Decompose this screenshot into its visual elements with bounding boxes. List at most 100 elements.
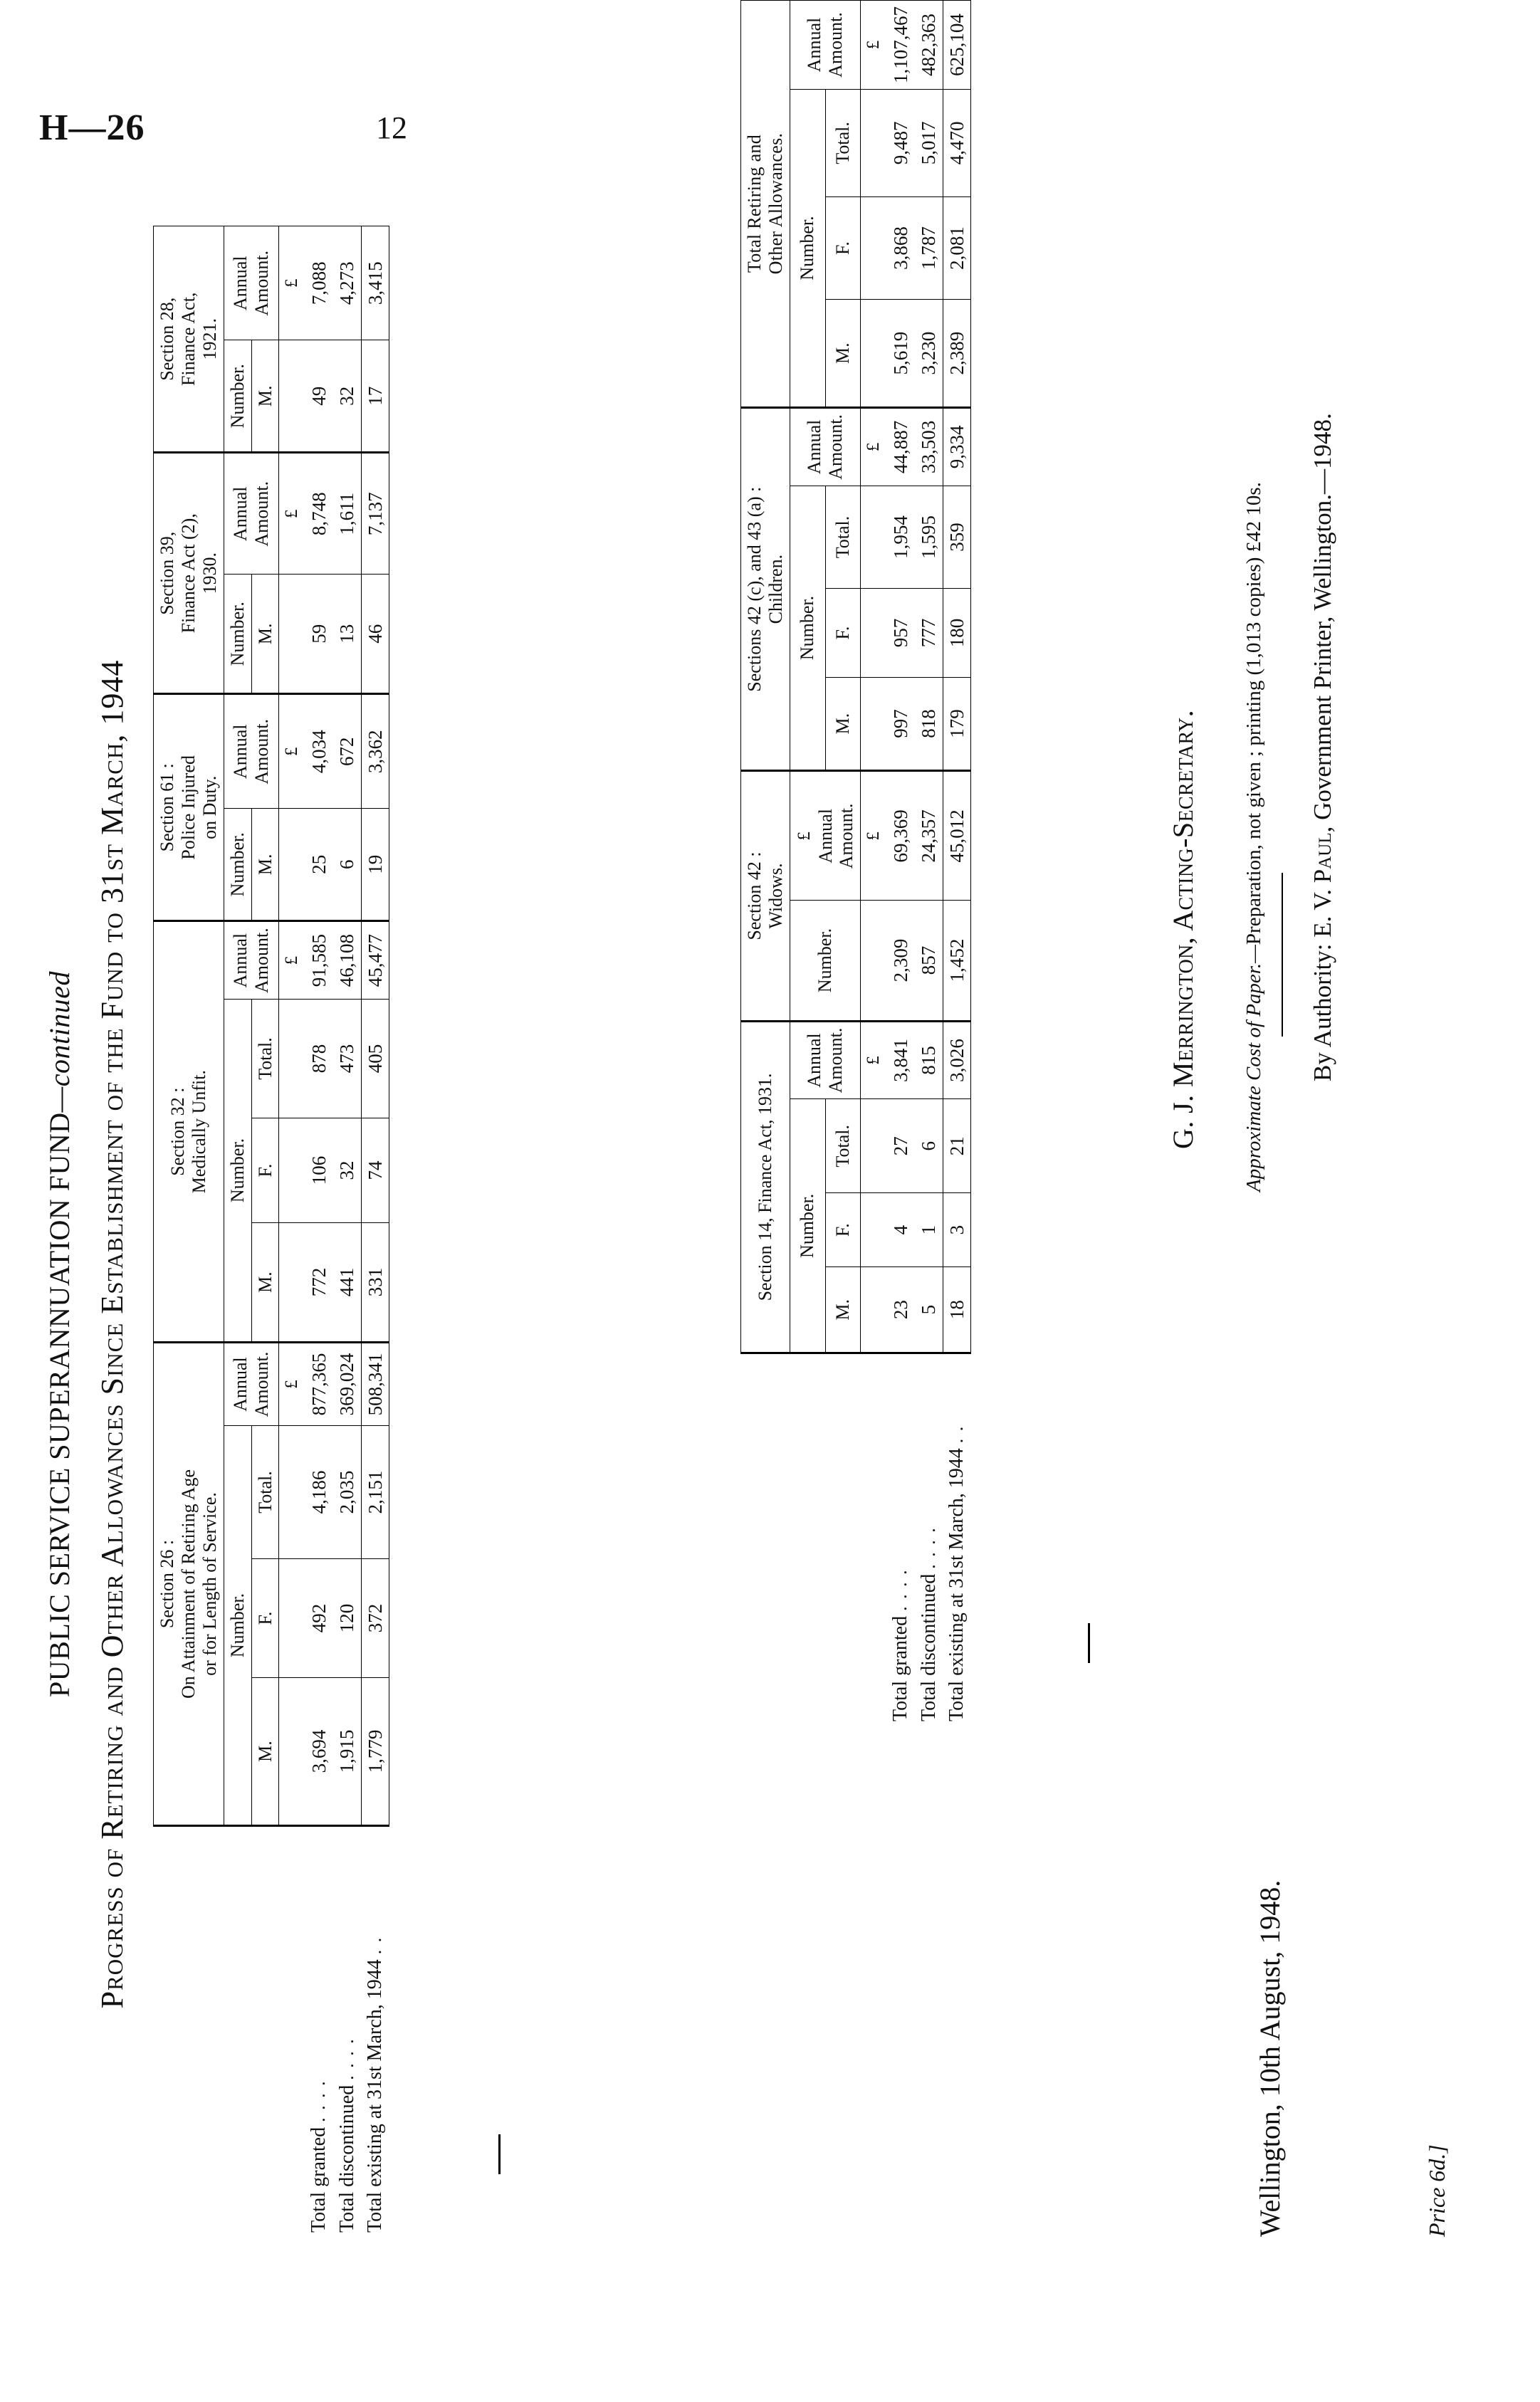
col-totals-m: M. [825, 299, 861, 408]
row-label-total-existing: Total existing at 31st March, 1944 . . [943, 1353, 970, 1726]
cell-26-f: 492 [305, 1558, 333, 1678]
cell-32-amount: 91,585 [305, 921, 333, 1000]
row-label-total-discontinued: Total discontinued . . . . [333, 1826, 361, 2238]
cur-children-f [860, 588, 887, 678]
cell-39-m: 59 [305, 574, 333, 694]
cell-children-total: 1,954 [886, 486, 915, 589]
cell-14-f: 3 [943, 1192, 971, 1267]
cell-totals-total: 9,487 [886, 89, 915, 197]
lower-group-header-row: Section 14, Finance Act, 1931. Section 4… [740, 0, 790, 1726]
cell-26-m: 1,779 [361, 1677, 389, 1826]
group-total-line2: Other Allowances. [765, 132, 786, 275]
sub-number-totals: Number. [790, 89, 826, 408]
sub-number-section-26: Number. [224, 1425, 252, 1826]
cell-totals-m: 3,230 [914, 299, 943, 408]
folio-left: H—26 [39, 107, 145, 148]
cur-totals-m [860, 299, 887, 408]
group-26-line3: or for Length of Service. [199, 1492, 220, 1676]
col-26-f: F. [251, 1558, 279, 1678]
footer-price: Price 6d.] [1424, 2144, 1450, 2237]
group-32-line2: Medically Unfit. [188, 1069, 209, 1194]
cell-totals-total: 4,470 [943, 89, 971, 197]
cell-42w-number: 1,452 [943, 900, 971, 1022]
cell-26-total: 2,151 [361, 1425, 389, 1559]
cell-totals-amount: 1,107,467 [886, 0, 915, 90]
upper-group-header-row: Section 26 : On Attainment of Retiring A… [153, 226, 224, 2237]
cell-totals-f: 1,787 [914, 196, 943, 300]
cell-26-amount: 877,365 [305, 1342, 333, 1426]
col-children-total: Total. [825, 486, 861, 589]
cell-14-amount: 3,841 [886, 1021, 915, 1099]
cell-children-amount: 44,887 [886, 407, 915, 486]
cell-26-total: 2,035 [332, 1425, 362, 1559]
cell-14-amount: 3,026 [943, 1021, 971, 1099]
document-subtitle: Progress of Retiring and Other Allowance… [95, 659, 130, 2009]
amount-42w-unit: £ [794, 832, 814, 841]
cell-children-m: 179 [943, 677, 971, 771]
cell-14-m: 18 [943, 1266, 971, 1353]
cell-28-m: 17 [361, 340, 389, 453]
group-28-line2: Finance Act, [177, 292, 199, 386]
table-row: Total discontinued . . . . 1,915 120 2,0… [332, 226, 362, 2238]
group-header-section-32: Section 32 : Medically Unfit. [153, 921, 224, 1343]
group-28-line1: Section 28, [157, 297, 177, 381]
cur-14-f [860, 1192, 887, 1267]
cell-26-f: 372 [361, 1558, 389, 1678]
cell-42w-amount: 45,012 [943, 770, 971, 901]
cell-children-total: 1,595 [914, 486, 943, 589]
folio-page-number: 12 [376, 110, 407, 145]
group-header-section-14: Section 14, Finance Act, 1931. [740, 1021, 790, 1353]
footer-authority-rest: , Government Printer, Wellington.—1948. [1309, 413, 1336, 833]
document-title: PUBLIC SERVICE SUPERANNUATION FUND—conti… [43, 266, 76, 2402]
col-32-f: F. [251, 1118, 279, 1223]
cell-children-f: 957 [886, 588, 915, 678]
row-leaders: . . . . [890, 1568, 911, 1611]
lower-stub-rule [1088, 1623, 1090, 1663]
cell-children-f: 777 [914, 588, 943, 678]
cell-totals-amount: 625,104 [943, 0, 971, 90]
cell-26-f: 120 [332, 1558, 362, 1678]
cur-32-total [278, 999, 305, 1118]
col-32-total: Total. [251, 999, 279, 1118]
sub-number-children: Number. [790, 486, 826, 771]
group-header-section-39: Section 39, Finance Act (2), 1930. [153, 452, 224, 694]
sub-number-section-32: Number. [224, 999, 252, 1343]
cell-children-f: 180 [943, 588, 971, 678]
cur-26-amount: £ [278, 1342, 305, 1426]
cur-26-f [278, 1558, 305, 1678]
cur-totals-f [860, 196, 887, 300]
amount-14-line1: Annual [804, 1033, 825, 1088]
group-39-line3: 1930. [199, 552, 220, 594]
sub-amount-section-42-widows: £ Annual Amount. [790, 770, 861, 901]
cell-children-m: 818 [914, 677, 943, 771]
col-28-m: M. [251, 340, 279, 453]
cell-32-f: 74 [361, 1118, 389, 1223]
upper-table-body: £ £ £ £ £ Total granted . . . . 3,694 49… [278, 226, 389, 2238]
cell-32-total: 473 [332, 999, 362, 1118]
cell-14-total: 6 [914, 1098, 943, 1193]
group-26-line2: On Attainment of Retiring Age [177, 1469, 199, 1699]
cur-32-amount: £ [278, 921, 305, 1000]
amount-32-line2: Amount. [251, 928, 273, 993]
amount-61-line2: Amount. [251, 718, 273, 785]
cell-32-f: 32 [332, 1118, 362, 1223]
cur-14-amount: £ [860, 1021, 887, 1099]
sub-amount-section-28: Annual Amount. [224, 226, 279, 340]
footer-cost-note-label: Approximate Cost of Paper.— [1242, 945, 1265, 1192]
col-totals-f: F. [825, 196, 861, 300]
cell-39-m: 46 [361, 574, 389, 694]
cur-32-m [278, 1222, 305, 1343]
lower-currency-rowlabel [861, 1353, 887, 1726]
cur-42w-amount: £ [860, 770, 887, 901]
cell-42w-amount: 69,369 [886, 770, 915, 901]
col-totals-total: Total. [825, 89, 861, 197]
cell-children-total: 359 [943, 486, 971, 589]
lower-table-body: £ £ £ £ Total granted . . . . 23 4 [860, 0, 971, 1726]
lower-currency-row: £ £ £ £ [860, 0, 887, 1726]
group-header-section-28: Section 28, Finance Act, 1921. [153, 226, 224, 453]
upper-currency-rowlabel [279, 1826, 305, 2238]
row-leaders: . . . . [308, 2080, 330, 2122]
cell-42w-amount: 24,357 [914, 770, 943, 901]
cur-totals-total [860, 89, 887, 197]
